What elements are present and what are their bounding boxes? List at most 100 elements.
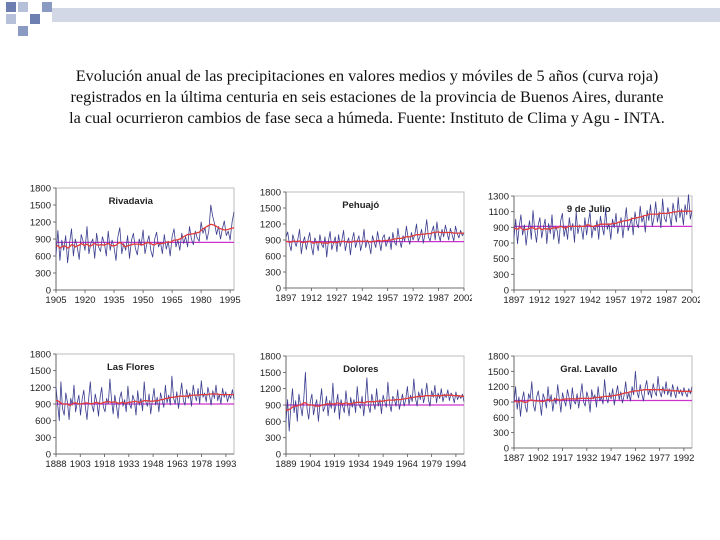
caption-line-2: registrados en la última centuria en sei… — [70, 88, 664, 106]
y-tick-label: 1500 — [30, 366, 51, 377]
y-tick-label: 1800 — [488, 352, 509, 363]
chart-title: Dolores — [343, 364, 378, 375]
moving-average-line — [513, 389, 693, 404]
y-tick-label: 1200 — [30, 218, 51, 229]
x-tick-label: 1987 — [428, 293, 449, 304]
chart-title: 9 de Julio — [567, 204, 611, 215]
y-tick-label: 600 — [493, 413, 509, 424]
x-tick-label: 1932 — [576, 453, 597, 464]
x-tick-label: 1917 — [552, 453, 573, 464]
y-tick-label: 300 — [35, 433, 51, 444]
x-tick-label: 1920 — [74, 295, 95, 306]
x-tick-label: 1949 — [373, 459, 394, 470]
caption-line-3: la cual ocurrieron cambios de fase seca … — [69, 109, 665, 127]
y-tick-label: 1500 — [488, 367, 509, 378]
x-tick-label: 1977 — [649, 453, 670, 464]
chart-las-flores: 0 300 600 900 1200 1500 1800 1888 1903 1918 1933 19… — [30, 350, 237, 471]
chart-title: Pehuajó — [342, 200, 379, 211]
x-tick-label: 1889 — [275, 459, 296, 470]
x-tick-label: 1902 — [528, 453, 549, 464]
x-tick-label: 1995 — [220, 295, 241, 306]
y-tick-label: 1500 — [30, 201, 51, 212]
x-tick-label: 1905 — [45, 295, 66, 306]
x-tick-label: 1980 — [191, 295, 212, 306]
y-tick-label: 900 — [493, 223, 509, 234]
y-tick-label: 1800 — [260, 188, 281, 199]
chart-9-de-julio: 0 300 500 700 900 1100 1300 1897 1912 1927 1942 195… — [488, 192, 700, 307]
chart-dolores: 0 300 600 900 1200 1500 1800 1889 1904 1919 1934 19… — [260, 352, 467, 471]
y-tick-label: 300 — [493, 428, 509, 439]
moving-average-line — [56, 393, 234, 406]
y-tick-label: 1800 — [260, 352, 281, 363]
y-tick-label: 300 — [35, 269, 51, 280]
x-tick-label: 1964 — [397, 459, 418, 470]
chart-pehuajo: 0 300 600 900 1200 1500 1800 1897 1912 1927 1942 19… — [260, 188, 472, 305]
y-tick-label: 900 — [493, 398, 509, 409]
x-tick-label: 1947 — [601, 453, 622, 464]
chart-rivadavia: 0 300 600 900 1200 1500 1800 1905 1920 1935 1950 19… — [30, 184, 241, 307]
x-tick-label: 1935 — [103, 295, 124, 306]
y-tick-label: 300 — [493, 270, 509, 281]
moving-average-line — [285, 231, 464, 244]
x-tick-label: 1927 — [326, 293, 347, 304]
x-tick-label: 1927 — [554, 295, 575, 306]
figure-caption: Evolución anual de las precipitaciones e… — [22, 66, 712, 129]
y-tick-label: 1200 — [260, 220, 281, 231]
x-tick-label: 1972 — [631, 295, 652, 306]
x-tick-label: 1903 — [70, 459, 91, 470]
x-tick-label: 1933 — [118, 459, 139, 470]
y-tick-label: 600 — [265, 252, 281, 263]
x-tick-label: 1888 — [45, 459, 66, 470]
chart-title: Gral. Lavallo — [560, 364, 617, 375]
y-tick-label: 0 — [504, 286, 509, 297]
y-tick-label: 900 — [265, 401, 281, 412]
y-tick-label: 1500 — [260, 204, 281, 215]
x-tick-label: 1962 — [625, 453, 646, 464]
chart-gral-lavallo: 0 300 600 900 1200 1500 1800 1887 1902 1917 1932 19… — [488, 352, 695, 465]
x-tick-label: 1912 — [529, 295, 550, 306]
y-tick-label: 1200 — [488, 382, 509, 393]
x-tick-label: 1993 — [215, 459, 236, 470]
x-tick-label: 1950 — [132, 295, 153, 306]
y-tick-label: 1800 — [30, 184, 51, 195]
y-tick-label: 1200 — [30, 383, 51, 394]
y-tick-label: 1200 — [260, 384, 281, 395]
x-tick-label: 2002 — [681, 295, 700, 306]
x-tick-label: 1887 — [503, 453, 524, 464]
chart-title: Rivadavia — [109, 196, 154, 207]
y-tick-label: 1100 — [489, 207, 509, 218]
x-tick-label: 1979 — [421, 459, 442, 470]
x-tick-label: 1963 — [167, 459, 188, 470]
y-tick-label: 600 — [35, 416, 51, 427]
caption-line-1: Evolución anual de las precipitaciones e… — [75, 67, 659, 85]
chart-title: Las Flores — [107, 362, 155, 373]
annual-series-line — [285, 371, 465, 432]
y-tick-label: 1500 — [260, 368, 281, 379]
x-tick-label: 1978 — [191, 459, 212, 470]
y-tick-label: 0 — [504, 444, 509, 455]
x-tick-label: 1934 — [348, 459, 369, 470]
moving-average-line — [56, 223, 235, 249]
y-tick-label: 600 — [265, 417, 281, 428]
x-tick-label: 1918 — [94, 459, 115, 470]
y-tick-label: 900 — [35, 400, 51, 411]
y-tick-label: 0 — [46, 286, 51, 297]
y-tick-label: 900 — [35, 235, 51, 246]
moving-average-line — [514, 210, 692, 231]
y-tick-label: 0 — [46, 450, 51, 461]
y-tick-label: 600 — [35, 252, 51, 263]
x-tick-label: 1912 — [301, 293, 322, 304]
x-tick-label: 1965 — [162, 295, 183, 306]
x-tick-label: 1948 — [143, 459, 164, 470]
x-tick-label: 1957 — [377, 293, 398, 304]
x-tick-label: 1897 — [503, 295, 524, 306]
y-tick-label: 300 — [265, 268, 281, 279]
annual-series-line — [55, 204, 235, 264]
x-tick-label: 1957 — [605, 295, 626, 306]
y-tick-label: 1800 — [30, 350, 51, 361]
moving-average-line — [285, 394, 464, 412]
y-tick-label: 0 — [276, 284, 281, 295]
x-tick-label: 1972 — [403, 293, 424, 304]
plot-frame — [513, 195, 693, 291]
x-tick-label: 1897 — [275, 293, 296, 304]
